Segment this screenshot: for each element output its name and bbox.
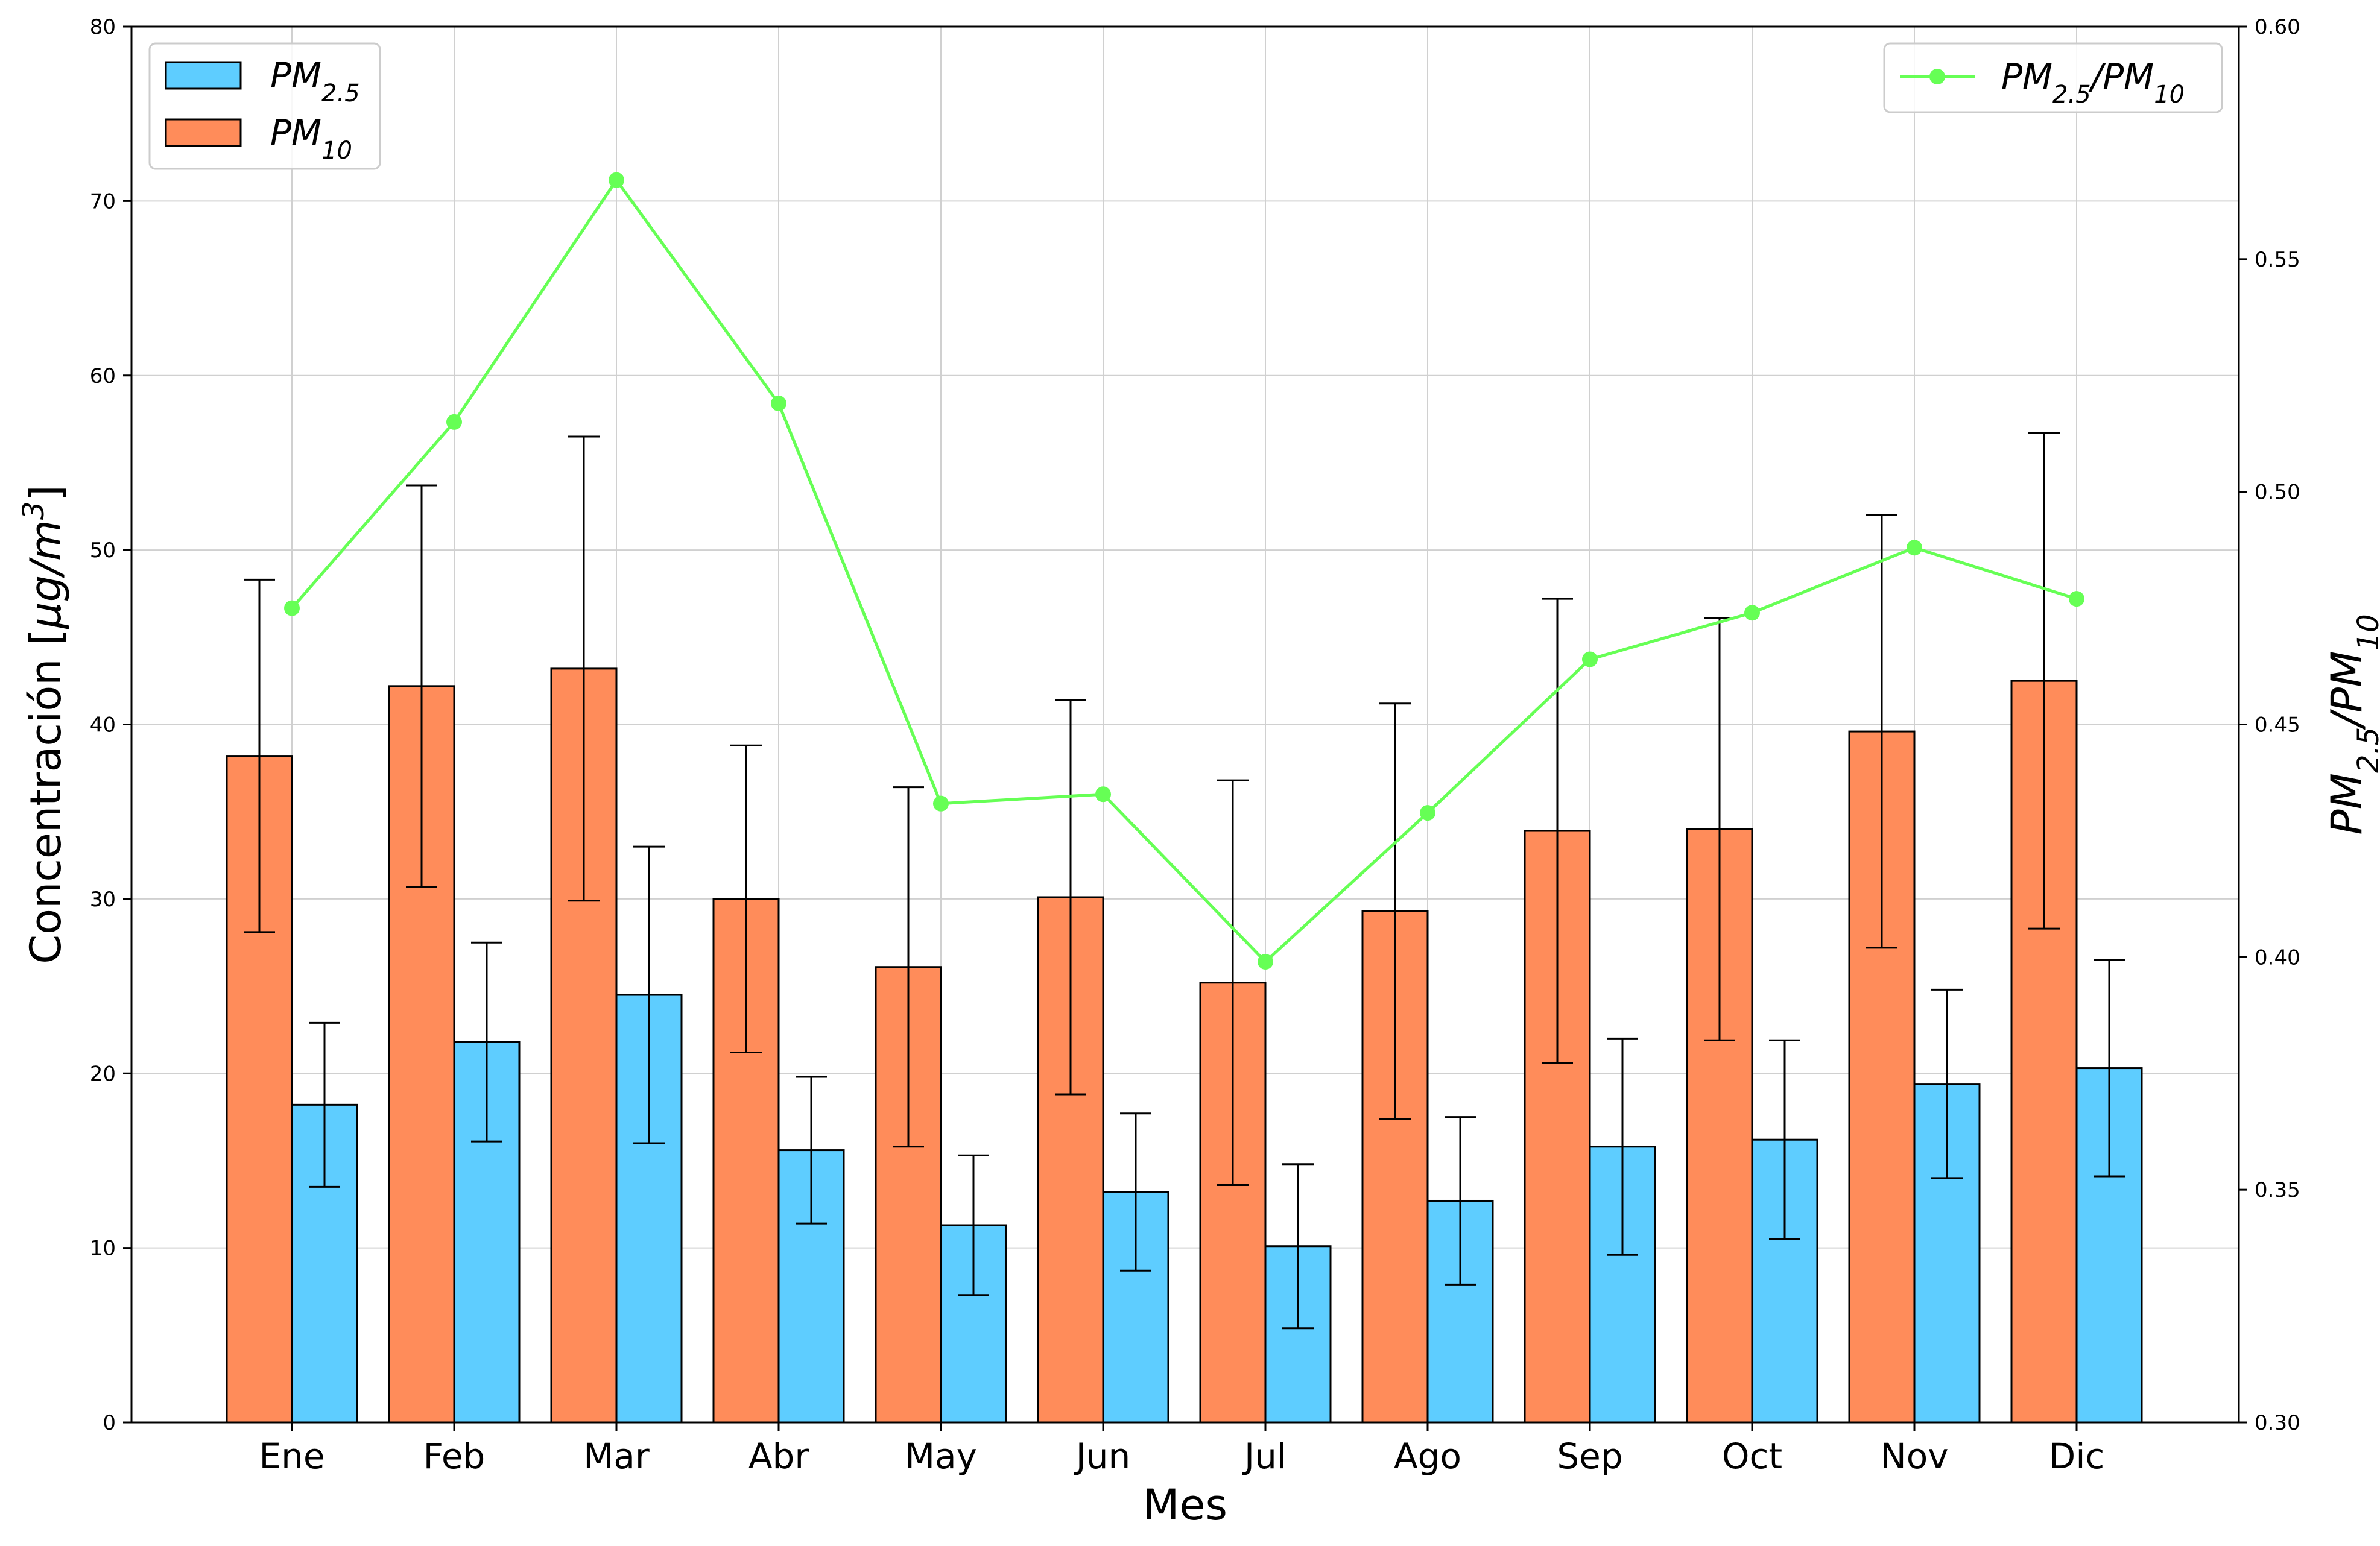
y2-axis-title: PM2.5/PM10 bbox=[2322, 614, 2380, 835]
legend-swatch bbox=[165, 118, 242, 147]
y-tick-label: 60 bbox=[90, 364, 116, 388]
legend-label-sub: 2.5 bbox=[2052, 81, 2091, 109]
x-tick-label: Nov bbox=[1880, 1436, 1948, 1477]
legend-label-sub: 10 bbox=[321, 137, 352, 165]
y-tick-label: 10 bbox=[90, 1237, 116, 1261]
bars bbox=[226, 667, 2143, 1424]
y2-title-sub1: 2.5 bbox=[2352, 727, 2380, 773]
ratio-point bbox=[609, 172, 624, 188]
ratio-point bbox=[1258, 954, 1273, 970]
y2-title-pm: PM bbox=[2322, 773, 2372, 835]
ratio-point bbox=[1095, 786, 1111, 803]
legend-right: PM2.5/PM10 bbox=[1883, 42, 2223, 113]
axes: 0 10 20 30 40 50 60 70 80 0.30 0.35 0.40 0.45 0.50 0.5… bbox=[90, 15, 2300, 1477]
ratio-point bbox=[771, 396, 786, 412]
y2-tick-label: 0.50 bbox=[2255, 481, 2300, 505]
ratio-line-path bbox=[291, 177, 2077, 964]
legend-line-marker bbox=[1929, 69, 1945, 84]
x-tick-label: Feb bbox=[423, 1436, 486, 1477]
ratio-point bbox=[446, 414, 462, 430]
legend-label: PM2.5 bbox=[270, 55, 360, 107]
x-axis-title: Mes bbox=[1143, 1480, 1227, 1530]
y2-tick-label: 0.45 bbox=[2255, 713, 2300, 737]
y-tick-label: 40 bbox=[90, 713, 116, 737]
x-tick-label: May bbox=[905, 1436, 977, 1477]
y-axis-title-close: ] bbox=[21, 485, 71, 501]
x-tick-label: Jul bbox=[1242, 1436, 1287, 1477]
x-tick-label: Jun bbox=[1074, 1436, 1131, 1477]
legend-label: PM2.5/PM10 bbox=[2001, 56, 2185, 109]
legend-label-main: PM bbox=[2001, 56, 2052, 97]
y2-title-sub2: 10 bbox=[2352, 614, 2380, 651]
y2-title-sep: /PM bbox=[2322, 651, 2372, 730]
ratio-point bbox=[1907, 540, 1922, 556]
ratio-point bbox=[1582, 651, 1598, 667]
bar-pm10 bbox=[226, 755, 293, 1424]
y-axis-title-base: Concentración [ bbox=[21, 629, 71, 964]
y-tick-label: 0 bbox=[103, 1411, 116, 1435]
y-axis-title-unit-sup: 3 bbox=[17, 502, 51, 520]
legend-right-frame bbox=[1883, 42, 2223, 113]
x-tick-label: Oct bbox=[1722, 1436, 1782, 1477]
legend-label-sub: 2.5 bbox=[321, 80, 360, 107]
ratio-line bbox=[284, 172, 2084, 970]
error-bars bbox=[244, 432, 2125, 1330]
y-tick-label: 20 bbox=[90, 1062, 116, 1086]
ratio-point bbox=[933, 795, 949, 812]
x-tick-label: Ago bbox=[1394, 1436, 1461, 1477]
ratio-point bbox=[1744, 605, 1760, 621]
legend-label-main: /PM bbox=[2088, 56, 2154, 97]
x-tick-label: Sep bbox=[1557, 1436, 1622, 1477]
y-tick-label: 50 bbox=[90, 538, 116, 563]
y2-tick-label: 0.60 bbox=[2255, 15, 2300, 39]
x-tick-label: Ene bbox=[259, 1436, 324, 1477]
x-tick-label: Dic bbox=[2049, 1436, 2105, 1477]
y-axis-title: Concentración [μg/m3] bbox=[17, 485, 71, 964]
ratio-point bbox=[2069, 591, 2084, 607]
y-axis-title-unit: μg/m bbox=[21, 520, 71, 629]
legend-label-main: PM bbox=[270, 55, 321, 96]
y2-tick-label: 0.35 bbox=[2255, 1178, 2300, 1202]
legend-label: PM10 bbox=[270, 112, 352, 165]
x-tick-label: Mar bbox=[583, 1436, 650, 1477]
y2-tick-label: 0.55 bbox=[2255, 248, 2300, 272]
legend-swatch bbox=[165, 61, 242, 90]
legend-label-main: PM bbox=[270, 112, 321, 153]
ratio-point bbox=[1420, 805, 1435, 821]
y-tick-label: 30 bbox=[90, 888, 116, 912]
x-tick-label: Abr bbox=[748, 1436, 809, 1477]
ratio-point bbox=[284, 600, 300, 616]
y-tick-label: 80 bbox=[90, 15, 116, 39]
y2-tick-label: 0.40 bbox=[2255, 945, 2300, 970]
legend-label-sub: 10 bbox=[2154, 81, 2185, 109]
y2-tick-label: 0.30 bbox=[2255, 1411, 2300, 1435]
y-tick-label: 70 bbox=[90, 189, 116, 213]
